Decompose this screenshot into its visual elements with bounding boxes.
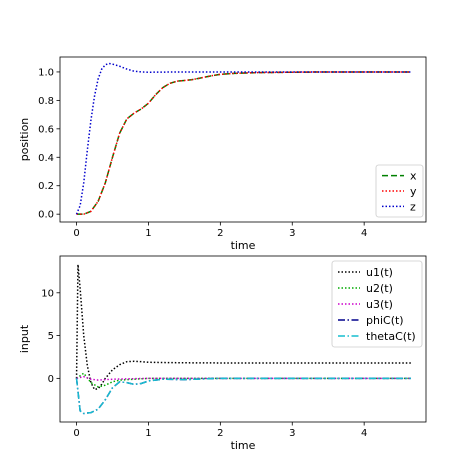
x-tick-label: 2 [217, 228, 223, 239]
legend-label: thetaC(t) [366, 330, 416, 343]
legend-label: u1(t) [366, 266, 393, 279]
y-axis-label: position [18, 118, 31, 162]
y-tick-label: 1.0 [38, 67, 54, 78]
y-tick-label: 0.2 [38, 181, 54, 192]
x-tick-label: 3 [289, 428, 295, 439]
y-tick-label: 0.8 [38, 96, 54, 107]
x-tick-label: 1 [145, 428, 151, 439]
legend-box [331, 260, 423, 348]
legend-label: z [410, 200, 416, 213]
legend: xyz [375, 164, 424, 218]
series-line-u2t [76, 372, 411, 388]
legend-label: phiC(t) [366, 314, 404, 327]
series-line-u1t [75, 264, 411, 391]
chart-2: 0 1 2 3 4 0 5 10 time input u1(t) u2(t) u3(t) phiC(t)… [18, 255, 427, 452]
y-tick-label: 0.4 [38, 153, 54, 164]
legend-label: u3(t) [366, 298, 393, 311]
x-axis-label: time [231, 239, 256, 252]
x-tick-label: 3 [289, 228, 295, 239]
series-line-x [76, 71, 411, 215]
y-axis-label: input [18, 324, 31, 353]
legend-label: u2(t) [366, 282, 393, 295]
x-tick-label: 4 [361, 428, 367, 439]
plot-frame [59, 255, 427, 423]
chart-1: 0 1 2 3 4 0.0 0.2 0.4 0.6 0.8 1.0 time position xyz [18, 56, 427, 252]
legend: u1(t) u2(t) u3(t) phiC(t) thetaC(t) [331, 260, 423, 348]
series-line-phict [75, 377, 411, 415]
plot-frame [59, 56, 427, 223]
y-tick-label: 0.0 [38, 210, 54, 221]
legend-label: x [410, 170, 417, 183]
x-tick-label: 2 [217, 428, 223, 439]
series-line-u3t [76, 375, 411, 381]
x-tick-label: 4 [361, 228, 367, 239]
y-tick-label: 5 [48, 331, 54, 342]
y-tick-label: 0 [48, 374, 54, 385]
series-line-thetact [75, 377, 411, 415]
y-tick-label: 10 [41, 288, 54, 299]
x-axis-label: time [231, 439, 256, 452]
x-tick-label: 0 [73, 228, 79, 239]
series-line-z [75, 62, 411, 215]
legend-label: y [410, 185, 417, 198]
x-tick-label: 0 [73, 428, 79, 439]
y-tick-label: 0.6 [38, 124, 54, 135]
x-tick-label: 1 [145, 228, 151, 239]
series-line-y [76, 71, 411, 215]
